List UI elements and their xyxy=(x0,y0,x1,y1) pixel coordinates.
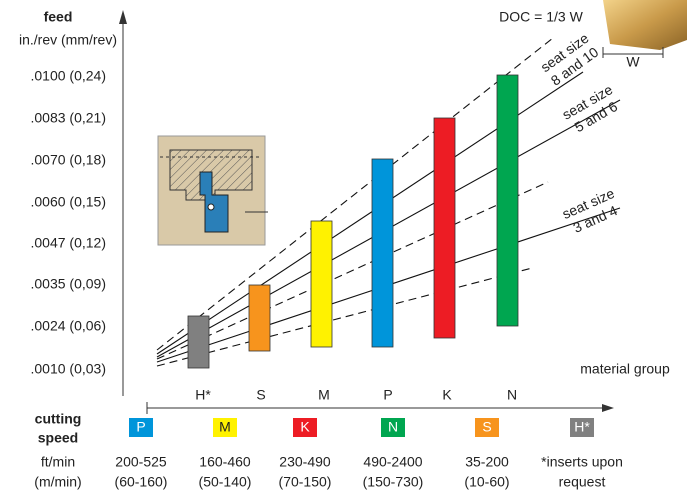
group-letter: P xyxy=(136,419,145,435)
group-letter: S xyxy=(482,419,491,435)
range-bar xyxy=(311,221,332,347)
speed-range: 35-200 xyxy=(465,454,509,470)
y-tick-label: .0070 (0,18) xyxy=(31,152,107,168)
range-bar xyxy=(434,118,455,338)
y-tick-label: .0060 (0,15) xyxy=(31,194,107,210)
range-bar xyxy=(497,75,518,326)
speed-title: cutting xyxy=(35,411,82,427)
speed-range: *inserts upon xyxy=(541,454,623,470)
speed-range: 490-2400 xyxy=(363,454,422,470)
group-letter: M xyxy=(219,419,231,435)
group-letter: K xyxy=(300,419,310,435)
group-letter: H* xyxy=(574,419,590,435)
x-tick-label: S xyxy=(256,387,265,403)
y-tick-label: .0083 (0,21) xyxy=(31,110,107,126)
speed-range: (60-160) xyxy=(115,474,168,490)
speed-unit: ft/min xyxy=(41,454,75,470)
speed-range: 230-490 xyxy=(279,454,331,470)
axis-arrow xyxy=(602,404,614,412)
x-tick-label: K xyxy=(442,387,452,403)
x-axis-title: material group xyxy=(580,361,670,377)
y-tick-label: .0024 (0,06) xyxy=(31,318,107,334)
speed-range: (10-60) xyxy=(464,474,509,490)
speed-range: (150-730) xyxy=(363,474,424,490)
dim-label: W xyxy=(626,54,640,70)
y-tick-label: .0010 (0,03) xyxy=(31,361,107,377)
group-letter: N xyxy=(388,419,398,435)
x-tick-label: M xyxy=(318,387,330,403)
range-bar xyxy=(188,316,209,368)
y-tick-label: .0100 (0,24) xyxy=(31,68,107,84)
feed-units: in./rev (mm/rev) xyxy=(19,32,117,48)
x-tick-label: H* xyxy=(195,387,211,403)
insert-image xyxy=(603,0,687,50)
feed-title: feed xyxy=(44,9,73,25)
doc-note: DOC = 1/3 W xyxy=(499,9,583,25)
speed-range: 160-460 xyxy=(199,454,251,470)
axis-arrow xyxy=(119,10,127,24)
x-tick-label: P xyxy=(383,387,392,403)
range-bar xyxy=(372,159,393,347)
range-bar xyxy=(249,285,270,351)
y-tick-label: .0047 (0,12) xyxy=(31,235,107,251)
y-tick-label: .0035 (0,09) xyxy=(31,276,107,292)
speed-range: (50-140) xyxy=(199,474,252,490)
speed-range: request xyxy=(559,474,606,490)
speed-range: (70-150) xyxy=(279,474,332,490)
chart: feed in./rev (mm/rev) DOC = 1/3 W W mate… xyxy=(0,0,687,493)
speed-title: speed xyxy=(38,430,78,446)
speed-unit: (m/min) xyxy=(34,474,81,490)
inset-diagram xyxy=(158,136,268,245)
speed-range: 200-525 xyxy=(115,454,167,470)
x-tick-label: N xyxy=(507,387,517,403)
